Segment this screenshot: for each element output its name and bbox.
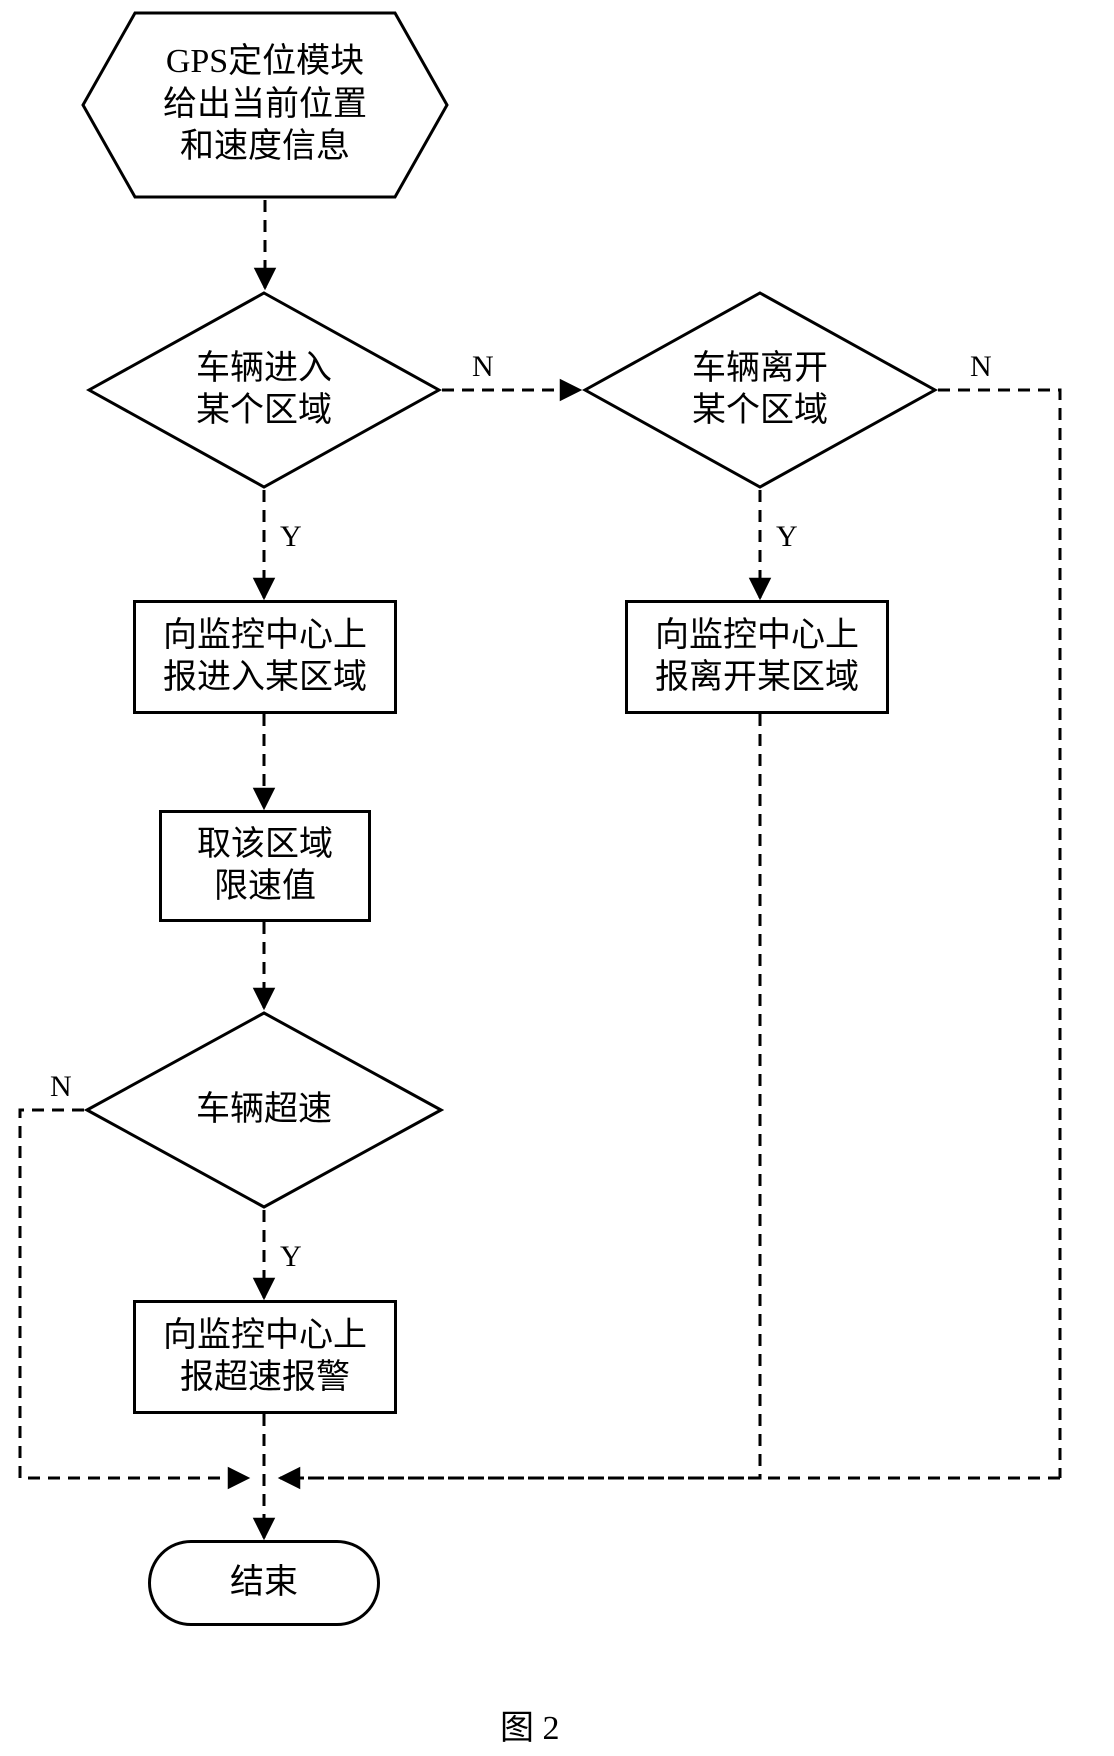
label-speed-no: N	[50, 1070, 72, 1104]
label-speed-yes: Y	[280, 1240, 302, 1274]
process-report-leave: 向监控中心上 报离开某区域	[625, 600, 889, 714]
decision-leave-text: 车辆离开 某个区域	[692, 348, 828, 433]
decision-enter-shape	[86, 290, 442, 490]
label-leave-no: N	[970, 350, 992, 384]
start-node-shape	[80, 10, 450, 200]
start-node: GPS定位模块 给出当前位置 和速度信息	[80, 10, 450, 200]
label-enter-no: N	[472, 350, 494, 384]
process-report-enter-text: 向监控中心上 报进入某区域	[163, 615, 367, 700]
process-report-leave-text: 向监控中心上 报离开某区域	[655, 615, 859, 700]
end-node-text: 结束	[230, 1562, 298, 1605]
start-node-text: GPS定位模块 给出当前位置 和速度信息	[163, 41, 367, 169]
decision-speeding: 车辆超速	[84, 1010, 444, 1210]
figure-caption: 图 2	[500, 1700, 560, 1749]
decision-leave: 车辆离开 某个区域	[582, 290, 938, 490]
process-get-limit: 取该区域 限速值	[159, 810, 371, 922]
process-get-limit-text: 取该区域 限速值	[197, 824, 333, 909]
decision-enter: 车辆进入 某个区域	[86, 290, 442, 490]
label-enter-yes: Y	[280, 520, 302, 554]
decision-speeding-shape	[84, 1010, 444, 1210]
decision-speeding-text: 车辆超速	[196, 1089, 332, 1132]
process-report-alarm-text: 向监控中心上 报超速报警	[163, 1315, 367, 1400]
process-report-alarm: 向监控中心上 报超速报警	[133, 1300, 397, 1414]
decision-leave-shape	[582, 290, 938, 490]
label-leave-yes: Y	[776, 520, 798, 554]
decision-enter-text: 车辆进入 某个区域	[196, 348, 332, 433]
process-report-enter: 向监控中心上 报进入某区域	[133, 600, 397, 714]
end-node: 结束	[148, 1540, 380, 1626]
